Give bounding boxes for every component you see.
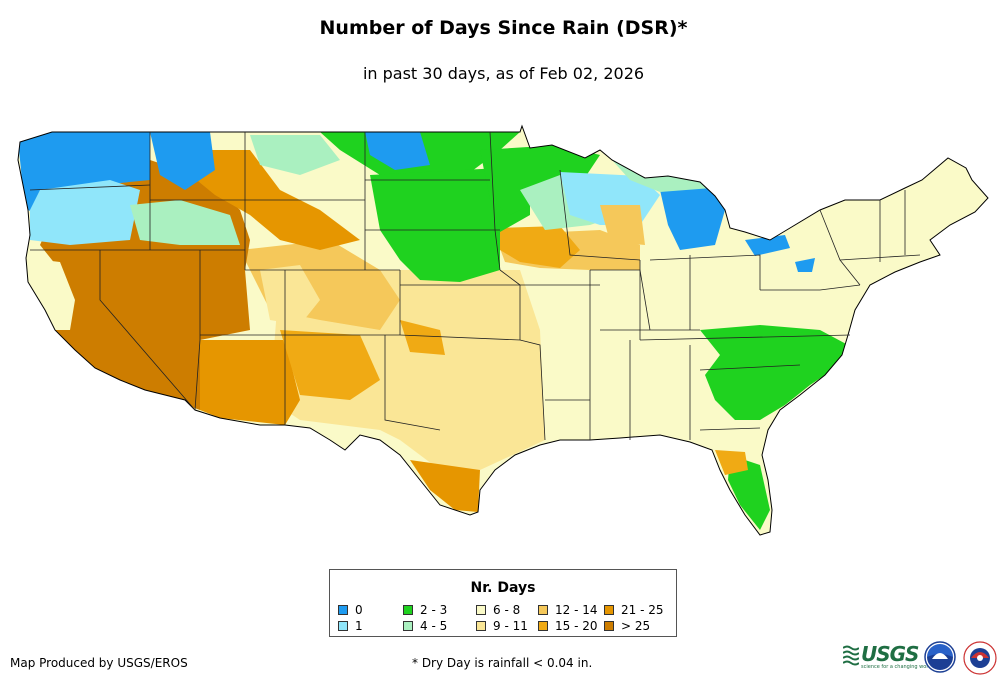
legend-label: 1	[355, 619, 363, 633]
legend-swatch	[403, 605, 413, 615]
legend-swatch	[604, 605, 614, 615]
usgs-wave-icon	[843, 645, 859, 666]
legend-swatch	[538, 621, 548, 631]
legend-swatch	[338, 621, 348, 631]
usgs-wordmark: USGS	[861, 642, 919, 666]
nws-logo-icon	[963, 641, 997, 675]
dry-day-note: * Dry Day is rainfall < 0.04 in.	[412, 656, 593, 670]
legend-swatch	[476, 605, 486, 615]
legend-label: 15 - 20	[555, 619, 598, 633]
noaa-logo-icon	[924, 641, 956, 673]
legend-label: 12 - 14	[555, 603, 598, 617]
legend-label: 4 - 5	[420, 619, 448, 633]
legend-swatch	[403, 621, 413, 631]
map-title: Number of Days Since Rain (DSR)*	[319, 17, 688, 39]
map-credit: Map Produced by USGS/EROS	[10, 656, 188, 670]
legend-label: 21 - 25	[621, 603, 664, 617]
usgs-tagline: science for a changing world	[861, 664, 933, 670]
legend-swatch	[538, 605, 548, 615]
map-subtitle: in past 30 days, as of Feb 02, 2026	[362, 64, 645, 83]
legend-label: 0	[355, 603, 363, 617]
legend-title: Nr. Days	[470, 580, 536, 596]
legend-label: 2 - 3	[420, 603, 448, 617]
legend-swatch	[604, 621, 614, 631]
usgs-logo: USGS science for a changing world	[843, 642, 933, 670]
legend-label: 9 - 11	[493, 619, 528, 633]
us-outline	[17, 124, 989, 536]
legend-swatch	[338, 605, 348, 615]
legend: Nr. Days 0 1 2 - 3 4 - 5 6 - 8 9 - 11 12 - 14 1…	[329, 569, 677, 637]
legend-swatch	[476, 621, 486, 631]
state-boundaries	[29, 131, 921, 441]
legend-label: > 25	[621, 619, 651, 633]
legend-label: 6 - 8	[493, 603, 521, 617]
us-dsr-map	[17, 124, 989, 536]
